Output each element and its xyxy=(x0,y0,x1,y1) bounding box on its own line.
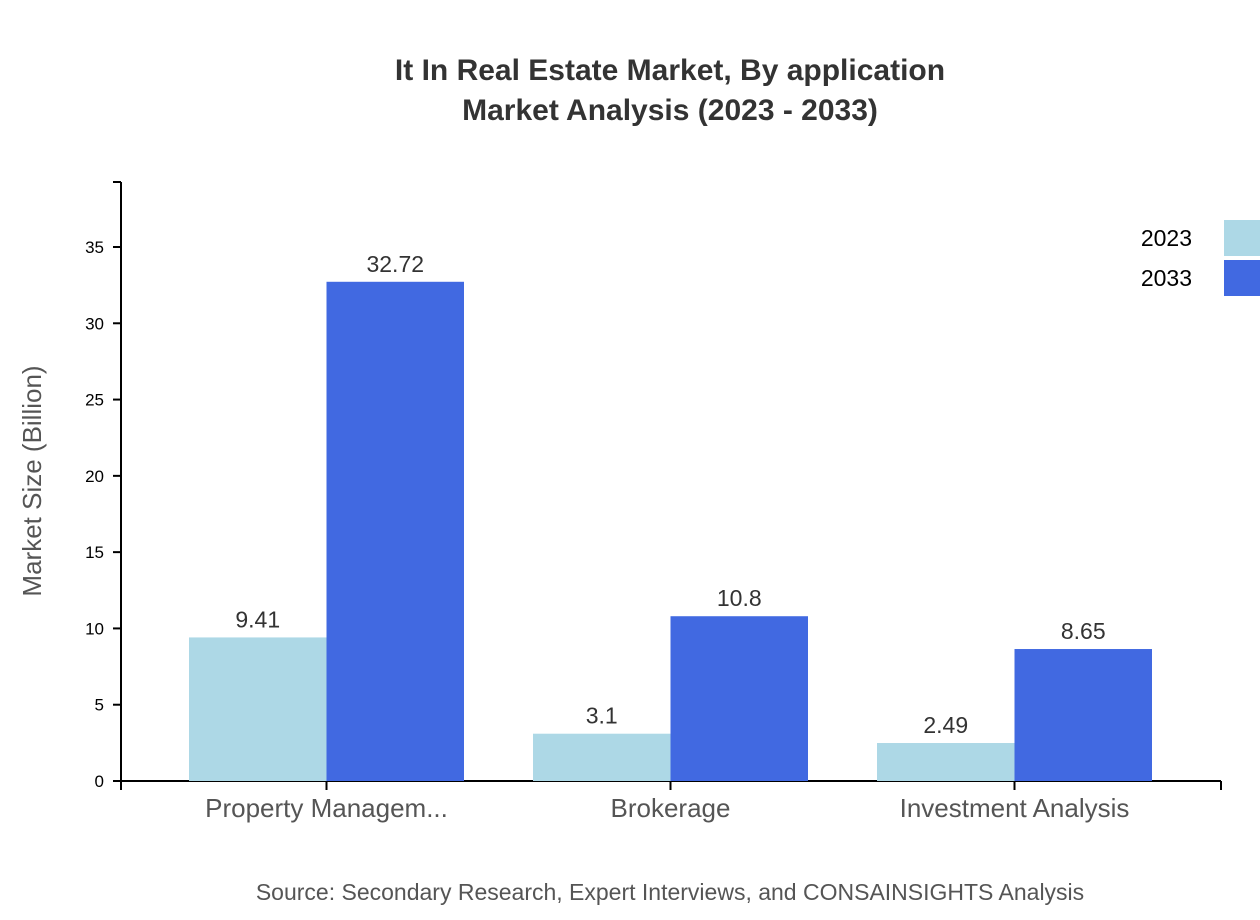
y-tick-label: 15 xyxy=(85,543,104,562)
y-tick-label: 20 xyxy=(85,467,104,486)
bar-2023 xyxy=(877,743,1015,781)
data-label: 2.49 xyxy=(923,712,968,738)
source-note: Source: Secondary Research, Expert Inter… xyxy=(256,879,1084,905)
x-tick-label: Investment Analysis xyxy=(900,793,1130,823)
bar-2033 xyxy=(670,616,808,781)
y-tick-label: 35 xyxy=(85,238,104,257)
y-tick-label: 10 xyxy=(85,619,104,638)
x-tick-label: Brokerage xyxy=(611,793,731,823)
legend-label: 2023 xyxy=(1141,225,1192,251)
y-tick-label: 0 xyxy=(95,772,104,791)
data-label: 9.41 xyxy=(235,606,280,632)
y-tick-label: 5 xyxy=(95,696,104,715)
data-label: 10.8 xyxy=(717,585,762,611)
data-label: 8.65 xyxy=(1061,618,1106,644)
data-label: 3.1 xyxy=(586,703,618,729)
chart-title-line-2: Market Analysis (2023 - 2033) xyxy=(462,94,878,127)
legend-swatch xyxy=(1224,220,1260,256)
y-tick-label: 30 xyxy=(85,314,104,333)
chart-title-line-1: It In Real Estate Market, By application xyxy=(395,54,945,87)
x-tick-label: Property Managem... xyxy=(205,793,448,823)
bar-2033 xyxy=(1014,649,1152,781)
bar-2023 xyxy=(533,733,671,781)
bar-2023 xyxy=(189,637,327,781)
legend-label: 2033 xyxy=(1141,265,1192,291)
legend-swatch xyxy=(1224,260,1260,296)
y-tick-label: 25 xyxy=(85,391,104,410)
bar-2033 xyxy=(326,281,464,781)
y-axis-label: Market Size (Billion) xyxy=(17,365,47,596)
data-label: 32.72 xyxy=(366,251,424,277)
